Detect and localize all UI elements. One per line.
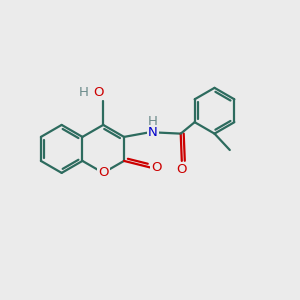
Text: O: O [94,86,104,99]
Text: O: O [152,161,162,174]
Text: H: H [148,115,158,128]
Text: O: O [176,163,187,176]
Text: H: H [79,86,89,99]
Text: O: O [98,167,109,179]
Text: N: N [148,126,158,139]
